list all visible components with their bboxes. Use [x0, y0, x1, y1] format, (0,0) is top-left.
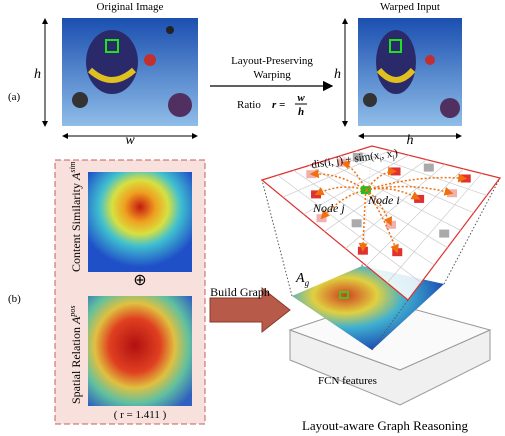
arrow-label: Warping — [253, 69, 291, 81]
arrow-label: Layout-Preserving — [231, 55, 313, 67]
image-title: Warped Input — [380, 1, 440, 13]
image-title: Original Image — [97, 1, 164, 13]
graph-node — [352, 219, 362, 227]
dim-label: h — [407, 133, 414, 148]
symbol: A — [295, 271, 305, 286]
graph-node — [439, 230, 449, 238]
dim-label: w — [125, 133, 135, 148]
graph-node — [424, 164, 434, 172]
label-sup: pos — [68, 306, 77, 318]
position-label: Spatial Relation Apos — [68, 306, 83, 404]
dim-label: h — [34, 67, 41, 82]
graph-node — [311, 190, 321, 198]
graph-node — [386, 221, 396, 229]
warped-image — [358, 18, 462, 126]
node-label: Node i — [367, 193, 400, 207]
graph-node — [414, 195, 424, 203]
combine-symbol: ⊕ — [133, 272, 146, 289]
similarity-map — [88, 172, 192, 272]
similarity-label: Content Similarity Asim — [68, 161, 83, 272]
label-sup: sim — [68, 161, 77, 172]
ratio-den: h — [298, 106, 304, 118]
panel-label: (a) — [8, 91, 21, 103]
caption: Layout-aware Graph Reasoning — [302, 418, 469, 433]
node-label: Node j — [312, 201, 345, 215]
graph-node — [447, 189, 457, 197]
panel-label: (b) — [8, 293, 21, 305]
figure: (a) Original Image h w Layout-Preserving… — [0, 0, 505, 436]
graph-symbol: Ag — [295, 271, 310, 288]
position-map — [88, 296, 192, 406]
symbol-sub: g — [305, 278, 310, 288]
fcn-label: FCN features — [318, 375, 377, 387]
ratio-lhs: r = — [272, 99, 285, 111]
label-text: Spatial Relation — [69, 324, 83, 404]
original-image — [62, 18, 198, 126]
ratio-num: w — [297, 92, 305, 104]
ratio-note: ( r = 1.411 ) — [114, 409, 167, 421]
arrow-label: Build Graph — [210, 285, 270, 299]
ratio-label: Ratio — [237, 99, 261, 111]
dim-label: h — [334, 67, 341, 82]
label-text: Content Similarity — [69, 180, 83, 272]
